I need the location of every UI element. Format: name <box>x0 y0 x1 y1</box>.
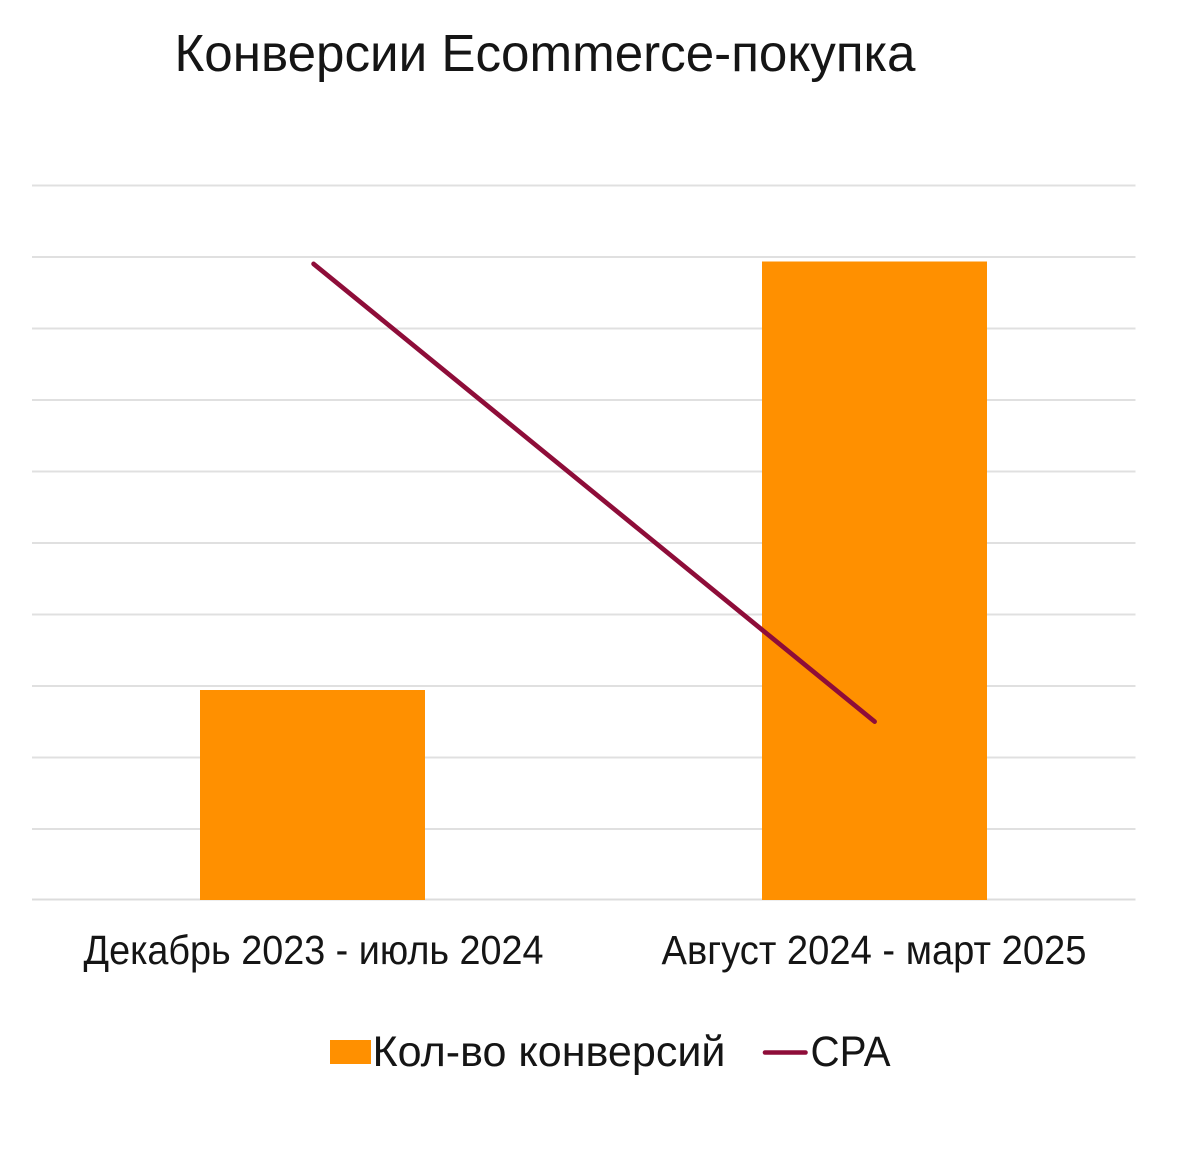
svg-text:Август 2024 - март 2025: Август 2024 - март 2025 <box>662 927 1087 973</box>
svg-text:Декабрь 2023 - июль 2024: Декабрь 2023 - июль 2024 <box>84 927 544 973</box>
svg-text:Конверсии Ecommerce-покупка: Конверсии Ecommerce-покупка <box>175 25 916 83</box>
svg-text:Кол-во конверсий: Кол-во конверсий <box>373 1028 726 1076</box>
svg-text:CPA: CPA <box>811 1028 891 1076</box>
